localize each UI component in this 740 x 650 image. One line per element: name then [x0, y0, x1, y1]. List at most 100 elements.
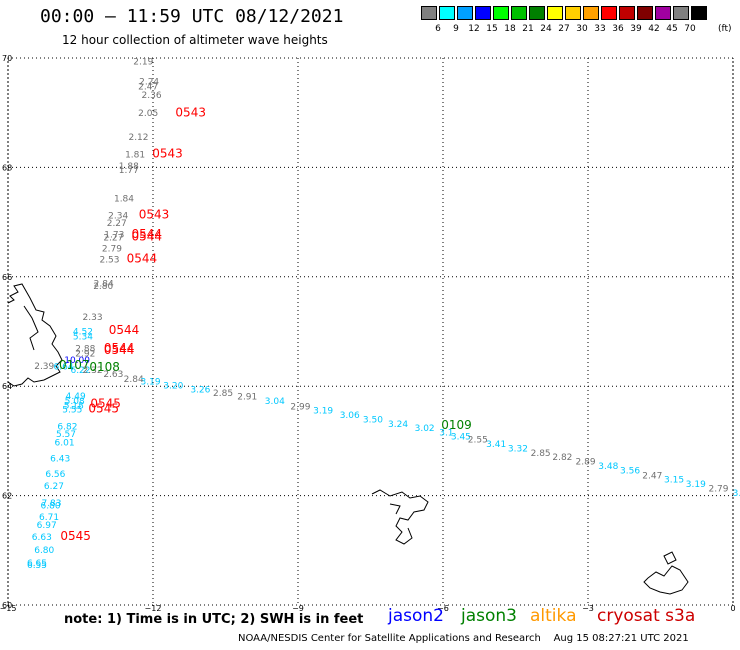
legend-swatch	[565, 6, 581, 20]
wave-height-value: 6.82	[57, 423, 77, 433]
latitude-label: 62	[2, 492, 12, 501]
legend-swatch	[475, 6, 491, 20]
wave-height-value: 2.36	[142, 91, 162, 101]
wave-height-value: 5.34	[73, 332, 93, 342]
wave-height-value: 3.41	[486, 440, 506, 450]
wave-height-value: 1.81	[125, 151, 145, 161]
wave-height-value: 4.49	[66, 392, 86, 402]
wave-height-value: 2.12	[128, 133, 148, 143]
wave-height-value: 2.27	[107, 219, 127, 229]
wave-height-value: 3.04	[265, 397, 285, 407]
credit-line: NOAA/NESDIS Center for Satellite Applica…	[238, 633, 689, 644]
wave-height-value: 3.44	[733, 489, 740, 499]
legend-swatch	[673, 6, 689, 20]
wave-height-value: 6.80	[41, 501, 61, 511]
legend-swatch	[601, 6, 617, 20]
legend-bin-label: 45	[666, 24, 678, 34]
wave-height-value: 2.47	[642, 471, 662, 481]
pass-time-label: 0545	[60, 529, 91, 543]
legend-swatch	[493, 6, 509, 20]
pass-time-label: 0544	[131, 229, 162, 243]
pass-time-label: 0545	[90, 397, 121, 411]
legend-swatch	[655, 6, 671, 20]
pass-time-label: 0544	[104, 341, 135, 355]
longitude-label: −15	[0, 604, 16, 613]
wave-height-value: 3.20	[163, 382, 183, 392]
legend-swatch	[439, 6, 455, 20]
wave-height-value: 5.18	[64, 401, 84, 411]
lat-lon-grid: 70 68 66 64 62 60−15 −12 −9 −6 −3 0	[0, 54, 736, 613]
legend-bin-label: 9	[453, 24, 459, 34]
longitude-label: −9	[292, 604, 304, 613]
legend-bin-label: 70	[684, 24, 696, 34]
latitude-label: 64	[2, 382, 12, 391]
latitude-label: 68	[2, 163, 12, 172]
legend-bin-label: 21	[522, 24, 534, 34]
legend-swatch	[457, 6, 473, 20]
wave-height-value: 5.08	[65, 397, 85, 407]
wave-height-value: 1.73	[104, 231, 124, 241]
wave-height-value: 2.79	[708, 484, 728, 494]
legend-swatch	[619, 6, 635, 20]
legend-bin-label: 12	[468, 24, 480, 34]
wave-height-value: 2.19	[133, 58, 153, 68]
shetland-islands-coastline	[643, 551, 689, 595]
wave-height-value: 6.65	[27, 559, 47, 569]
satellite-altika-label: altika	[530, 606, 577, 626]
wave-height-value: 2.84	[94, 279, 114, 289]
legend-bin-label: 33	[594, 24, 606, 34]
legend-unit-label: (ft)	[718, 24, 732, 34]
satellite-jason3-label: jason3	[461, 606, 517, 626]
wave-height-value: 2.53	[99, 256, 119, 266]
legend-swatch	[421, 6, 437, 20]
wave-height-value: 2.85	[213, 389, 233, 399]
wave-height-value: 3.1	[439, 429, 453, 439]
wave-height-value: 6.22	[70, 366, 90, 376]
wave-height-value: 3.56	[620, 466, 640, 476]
wave-height-value: 1.84	[114, 194, 134, 204]
wave-height-value: 3.19	[141, 378, 161, 388]
pass-time-label: 0545	[88, 402, 119, 416]
wave-height-value: 5.57	[56, 430, 76, 440]
longitude-label: −3	[582, 604, 594, 613]
wave-height-value: 6.56	[45, 470, 65, 480]
satellite-jason2-label: jason2	[388, 606, 444, 626]
wave-height-value: 6.63	[32, 533, 52, 543]
longitude-label: −12	[145, 604, 162, 613]
legend-bin-label: 30	[576, 24, 588, 34]
pass-time-label: 0544	[109, 323, 140, 337]
wave-height-value: 3.24	[388, 420, 408, 430]
legend-swatch	[691, 6, 707, 20]
pass-time-label: 0544	[131, 227, 162, 241]
legend-bin-label: 39	[630, 24, 642, 34]
wave-height-value: 2.99	[290, 402, 310, 412]
longitude-label: 0	[730, 604, 735, 613]
latitude-label: 60	[2, 601, 12, 610]
wave-height-value: 6.97	[37, 521, 57, 531]
wave-height-value: 2.79	[102, 244, 122, 254]
legend-bin-label: 15	[486, 24, 498, 34]
wave-height-value: 2.85	[531, 449, 551, 459]
wave-height-value: 2.89	[576, 458, 596, 468]
wave-height-value: 3.06	[340, 411, 360, 421]
iceland-coastline	[7, 283, 63, 387]
pass-time-label: 0543	[175, 106, 206, 120]
wave-height-value: 6.01	[55, 438, 75, 448]
wave-height-value: 2.33	[83, 313, 103, 323]
latitude-label: 70	[2, 54, 12, 63]
wave-height-value: 3.19	[686, 480, 706, 490]
wave-height-value: 1.88	[119, 162, 139, 172]
wave-height-value: 4.52	[73, 327, 93, 337]
wave-height-value: 6.55	[27, 561, 47, 571]
wave-height-value: 2.47	[138, 82, 158, 92]
legend-bin-label: 27	[558, 24, 570, 34]
wave-height-value: 10.00	[64, 356, 90, 366]
wave-height-value: 1.77	[119, 166, 139, 176]
wave-height-value: 2.80	[93, 282, 113, 292]
wave-height-value: 6.80	[34, 546, 54, 556]
pass-time-label: 0109	[441, 418, 472, 432]
legend-swatch	[529, 6, 545, 20]
legend-swatch	[511, 6, 527, 20]
legend-bin-label: 36	[612, 24, 624, 34]
